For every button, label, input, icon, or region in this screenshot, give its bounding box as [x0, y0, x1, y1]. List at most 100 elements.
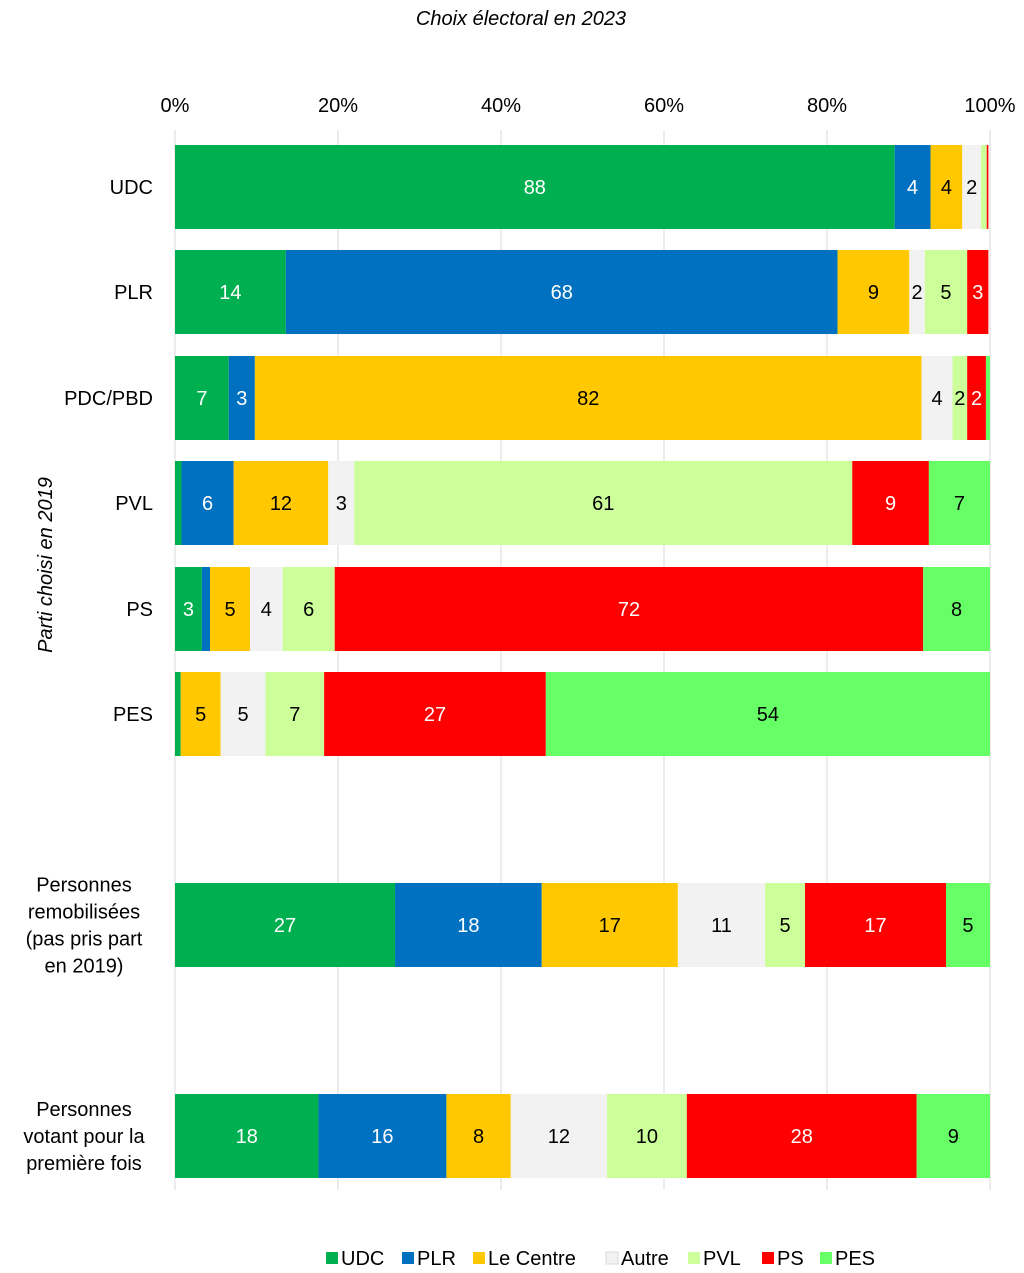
- category-label: UDC: [110, 177, 153, 199]
- legend-swatch: [762, 1252, 774, 1264]
- x-tick-label: 100%: [964, 95, 1015, 117]
- bar-segment-autre: [921, 356, 953, 440]
- data-label: 5: [962, 915, 973, 937]
- category-label: PDC/PBD: [64, 388, 153, 410]
- data-label: 68: [551, 282, 573, 304]
- data-label: 54: [757, 704, 779, 726]
- legend-label: PVL: [703, 1248, 741, 1270]
- bar-segment-pvl: [765, 883, 805, 967]
- data-label: 3: [972, 282, 983, 304]
- y-axis-title: Parti choisi en 2019: [35, 477, 57, 653]
- data-label: 8: [473, 1126, 484, 1148]
- bar-segment-pvl: [265, 672, 325, 756]
- bar-segment-udc: [175, 1094, 319, 1178]
- bar-segment-autre: [677, 883, 766, 967]
- bar-segment-le-centre: [233, 461, 329, 545]
- data-label: 5: [237, 704, 248, 726]
- bar-segment-pes: [916, 1094, 990, 1178]
- legend-label: Autre: [621, 1248, 669, 1270]
- legend: UDC PLR Le Centre Autre PVL PS PES: [326, 1248, 875, 1270]
- bar-segment-le-centre: [541, 883, 678, 967]
- bar-segment-plr: [201, 567, 211, 651]
- category-label: PS: [126, 599, 153, 621]
- category-labels: UDC PLR PDC/PBD PVL PS PES Personnes remobilisé…: [23, 177, 153, 1175]
- data-label: 61: [592, 493, 614, 515]
- bar-segment-plr: [894, 145, 931, 229]
- data-label: 3: [236, 388, 247, 410]
- data-label: 5: [940, 282, 951, 304]
- legend-label: PES: [835, 1248, 875, 1270]
- bar-segment-ps: [804, 883, 946, 967]
- bar-segment-pvl: [981, 145, 987, 229]
- bar-segment-le-centre: [210, 567, 250, 651]
- data-label: 72: [618, 599, 640, 621]
- bar-segment-autre: [510, 1094, 607, 1178]
- legend-swatch: [402, 1252, 414, 1264]
- data-label: 28: [791, 1126, 813, 1148]
- data-label: 17: [599, 915, 621, 937]
- bar-segment-udc: [175, 883, 396, 967]
- legend-label: PLR: [417, 1248, 456, 1270]
- x-tick-label: 60%: [644, 95, 684, 117]
- x-tick-label: 80%: [807, 95, 847, 117]
- bar-segment-autre: [328, 461, 355, 545]
- data-label: 7: [289, 704, 300, 726]
- data-label: 2: [971, 388, 982, 410]
- data-label: 27: [424, 704, 446, 726]
- category-label: Personnes remobilisées (pas pris part en 20…: [26, 875, 143, 978]
- data-label: 88: [524, 177, 546, 199]
- bar-segment-plr: [318, 1094, 447, 1178]
- data-label: 5: [224, 599, 235, 621]
- data-label: 4: [931, 388, 942, 410]
- legend-swatch: [688, 1252, 700, 1264]
- bar-segment-le-centre: [254, 356, 922, 440]
- bar-segment-plr: [181, 461, 234, 545]
- data-label: 6: [202, 493, 213, 515]
- bar-segment-autre: [909, 250, 925, 334]
- bar-segment-pes: [923, 567, 990, 651]
- legend-swatch: [473, 1252, 485, 1264]
- data-label: 14: [219, 282, 241, 304]
- x-tick-label: 40%: [481, 95, 521, 117]
- category-label: Personnes votant pour la première fois: [23, 1099, 145, 1175]
- bar-segment-pvl: [282, 567, 335, 651]
- data-label: 3: [336, 493, 347, 515]
- data-label: 16: [371, 1126, 393, 1148]
- bars: [175, 145, 990, 1178]
- x-tick-label: 0%: [161, 95, 190, 117]
- bar-segment-pes: [545, 672, 990, 756]
- bar-segment-pvl: [952, 356, 968, 440]
- data-label: 5: [779, 915, 790, 937]
- bar-segment-plr: [395, 883, 542, 967]
- bar-segment-pvl: [924, 250, 968, 334]
- data-label: 17: [864, 915, 886, 937]
- bar-segment-udc: [175, 145, 895, 229]
- data-label: 5: [195, 704, 206, 726]
- data-label: 18: [236, 1126, 258, 1148]
- bar-segment-pes: [928, 461, 990, 545]
- bar-segment-ps: [986, 145, 989, 229]
- data-label: 82: [577, 388, 599, 410]
- data-label: 18: [457, 915, 479, 937]
- category-label: PES: [113, 704, 153, 726]
- bar-segment-pvl: [606, 1094, 687, 1178]
- bar-segment-le-centre: [837, 250, 910, 334]
- data-label: 10: [636, 1126, 658, 1148]
- legend-label: PS: [777, 1248, 804, 1270]
- data-label: 2: [911, 282, 922, 304]
- bar-segment-udc: [175, 461, 182, 545]
- legend-label: UDC: [341, 1248, 384, 1270]
- data-label: 8: [951, 599, 962, 621]
- legend-swatch: [605, 1251, 619, 1265]
- data-label: 3: [183, 599, 194, 621]
- bar-segment-ps: [967, 250, 989, 334]
- data-label: 2: [954, 388, 965, 410]
- data-label: 11: [711, 915, 732, 937]
- category-label: PVL: [115, 493, 153, 515]
- bar-segment-ps: [334, 567, 924, 651]
- data-label: 4: [941, 177, 952, 199]
- data-label: 4: [907, 177, 918, 199]
- bar-segment-pes: [945, 883, 990, 967]
- x-tick-label: 20%: [318, 95, 358, 117]
